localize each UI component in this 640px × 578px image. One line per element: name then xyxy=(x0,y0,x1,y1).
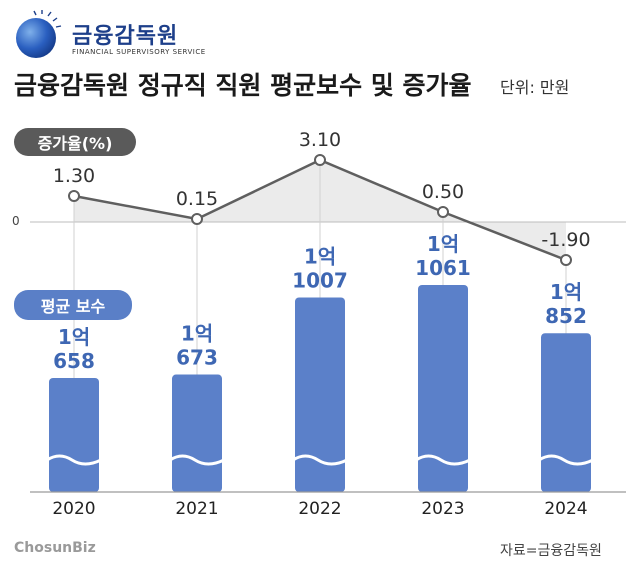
chosunbiz-logo: ChosunBiz xyxy=(14,540,96,556)
bar-label-value-2021: 673 xyxy=(176,346,218,370)
x-tick-2023: 2023 xyxy=(421,499,464,519)
bar-label-top-2024: 1억 xyxy=(550,280,582,304)
bar-label-value-2023: 1061 xyxy=(415,256,471,280)
logo-subtitle: FINANCIAL SUPERVISORY SERVICE xyxy=(72,48,206,56)
bar-label-top-2022: 1억 xyxy=(304,244,336,268)
bar-2023 xyxy=(418,285,468,492)
pay-legend-pill: 평균 보수 xyxy=(14,290,132,320)
rate-point-2023 xyxy=(437,206,449,218)
rate-point-2020 xyxy=(68,190,80,202)
rate-label-2023: 0.50 xyxy=(422,181,464,203)
rate-legend-pill: 증가율(%) xyxy=(14,128,136,156)
bar-break-2021 xyxy=(169,454,225,466)
bar-break-2024 xyxy=(538,454,594,466)
fss-globe-icon xyxy=(16,10,62,58)
unit-label: 단위: 만원 xyxy=(500,78,570,97)
source-label: 자료=금융감독원 xyxy=(500,543,602,559)
rate-point-2024 xyxy=(560,254,572,266)
rate-label-2021: 0.15 xyxy=(176,188,218,210)
fss-logo: 금융감독원 FINANCIAL SUPERVISORY SERVICE xyxy=(12,8,212,60)
bar-2024 xyxy=(541,333,591,492)
bar-2022 xyxy=(295,297,345,492)
bar-2020 xyxy=(49,378,99,492)
bar-label-top-2023: 1억 xyxy=(427,232,459,256)
chart-title: 금융감독원 정규직 직원 평균보수 및 증가율 xyxy=(14,71,472,100)
bar-label-top-2020: 1억 xyxy=(58,325,90,349)
x-tick-2024: 2024 xyxy=(544,499,587,519)
bar-break-2023 xyxy=(415,454,471,466)
logo-name: 금융감독원 xyxy=(72,24,179,49)
bar-label-value-2020: 658 xyxy=(53,349,95,373)
rate-label-2024: -1.90 xyxy=(541,229,590,251)
rate-point-2022 xyxy=(314,154,326,166)
rate-label-2022: 3.10 xyxy=(299,129,341,151)
x-tick-2020: 2020 xyxy=(52,499,95,519)
bar-break-2020 xyxy=(46,454,102,466)
zero-axis-label: 0 xyxy=(12,214,20,228)
rate-point-2021 xyxy=(191,213,203,225)
bar-label-value-2024: 852 xyxy=(545,304,587,328)
bar-label-top-2021: 1억 xyxy=(181,322,213,346)
rate-label-2020: 1.30 xyxy=(53,165,95,187)
bar-break-2022 xyxy=(292,454,348,466)
bar-2021 xyxy=(172,374,222,492)
x-tick-2021: 2021 xyxy=(175,499,218,519)
bar-label-value-2022: 1007 xyxy=(292,268,348,292)
x-tick-2022: 2022 xyxy=(298,499,341,519)
